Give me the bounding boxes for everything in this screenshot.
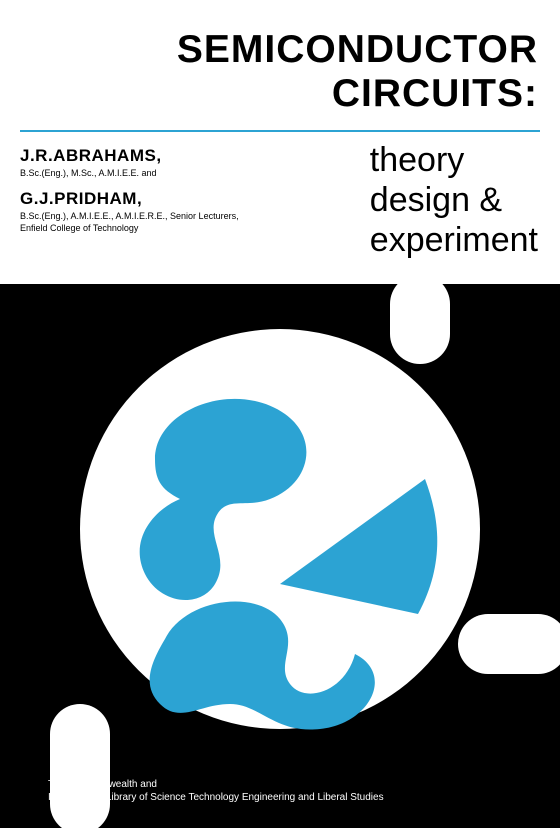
subtitle-line-1: theory [370, 140, 538, 180]
title-line-2: CIRCUITS: [0, 72, 538, 116]
footer-line-1: The Commonwealth and [48, 778, 384, 791]
title-line-1: SEMICONDUCTOR [0, 28, 538, 72]
disc-group [50, 284, 560, 828]
subtitle: theory design & experiment [370, 140, 538, 260]
author-2-credentials: B.Sc.(Eng.), A.M.I.E.E., A.M.I.E.R.E., S… [20, 211, 250, 234]
disc-stem-0 [390, 284, 450, 364]
subtitle-line-2: design & [370, 180, 538, 220]
graphic-block: The Commonwealth and International Libra… [0, 284, 560, 828]
series-footer: The Commonwealth and International Libra… [48, 778, 384, 804]
main-title: SEMICONDUCTOR CIRCUITS: [0, 28, 538, 115]
author-2-name: G.J.PRIDHAM, [20, 189, 250, 209]
disc-stem-2 [50, 704, 110, 828]
author-1-name: J.R.ABRAHAMS, [20, 146, 250, 166]
author-1-credentials: B.Sc.(Eng.), M.Sc., A.M.I.E.E. and [20, 168, 250, 179]
cover-graphic [0, 284, 560, 828]
footer-line-2: International Library of Science Technol… [48, 791, 384, 804]
header-block: SEMICONDUCTOR CIRCUITS: J.R.ABRAHAMS, B.… [0, 0, 560, 284]
book-cover: SEMICONDUCTOR CIRCUITS: J.R.ABRAHAMS, B.… [0, 0, 560, 828]
disc-stem-1 [458, 614, 560, 674]
authors-block: J.R.ABRAHAMS, B.Sc.(Eng.), M.Sc., A.M.I.… [20, 146, 250, 234]
subtitle-line-3: experiment [370, 220, 538, 260]
divider-rule [20, 130, 540, 132]
